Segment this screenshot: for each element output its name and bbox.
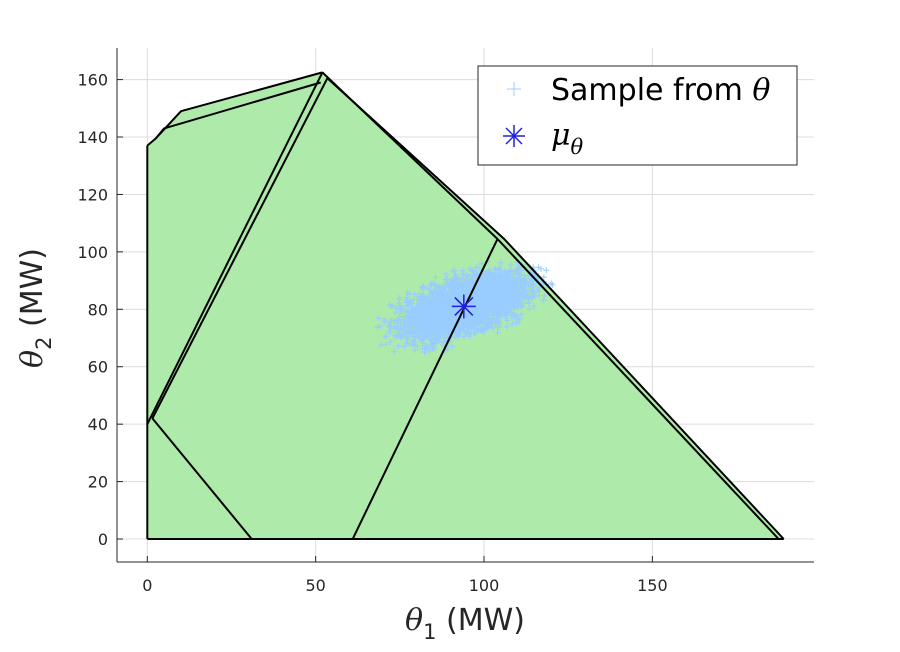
legend-marker-mean	[503, 125, 525, 147]
y-tick-label: 140	[77, 128, 108, 147]
sample-points	[374, 258, 556, 356]
region-polygon	[147, 72, 323, 146]
region-edge	[326, 77, 785, 540]
region-edges	[146, 71, 785, 540]
legend: Sample from θ μθ	[477, 65, 798, 166]
y-tick-label: 100	[77, 243, 108, 262]
region-edge	[146, 71, 324, 425]
region-edge	[151, 77, 329, 419]
region-polygon	[147, 72, 328, 425]
region-polygon	[352, 239, 779, 539]
y-tick-label: 40	[88, 415, 108, 434]
x-tick-label: 0	[142, 576, 152, 595]
legend-marker-sample	[507, 82, 521, 96]
axes	[116, 48, 814, 563]
x-axis-title: θ1 (MW)	[405, 603, 525, 644]
y-tick-label: 0	[98, 530, 108, 549]
x-tick-label: 100	[469, 576, 500, 595]
y-tick-label: 80	[88, 300, 108, 319]
y-axis-title: θ2 (MW)	[15, 248, 56, 368]
y-tick-label: 160	[77, 71, 108, 90]
legend-box	[477, 65, 798, 166]
ticks: 0 50 100 150 0 20 40 60 80 100 120 140 160	[77, 71, 667, 595]
mean-marker-stroke	[454, 296, 474, 316]
mean-marker	[451, 294, 476, 319]
y-tick-label: 120	[77, 185, 108, 204]
sample-cloud	[374, 258, 556, 356]
legend-label-mean: μθ	[551, 118, 584, 159]
x-tick-label: 150	[637, 576, 668, 595]
y-tick-label: 20	[88, 473, 108, 492]
region-edge	[146, 71, 323, 147]
region-edge	[151, 417, 253, 540]
legend-label-sample: Sample from θ	[551, 73, 770, 108]
x-tick-label: 50	[305, 576, 325, 595]
y-tick-label: 60	[88, 358, 108, 377]
region-edge	[154, 81, 321, 140]
region-edge	[351, 238, 499, 540]
